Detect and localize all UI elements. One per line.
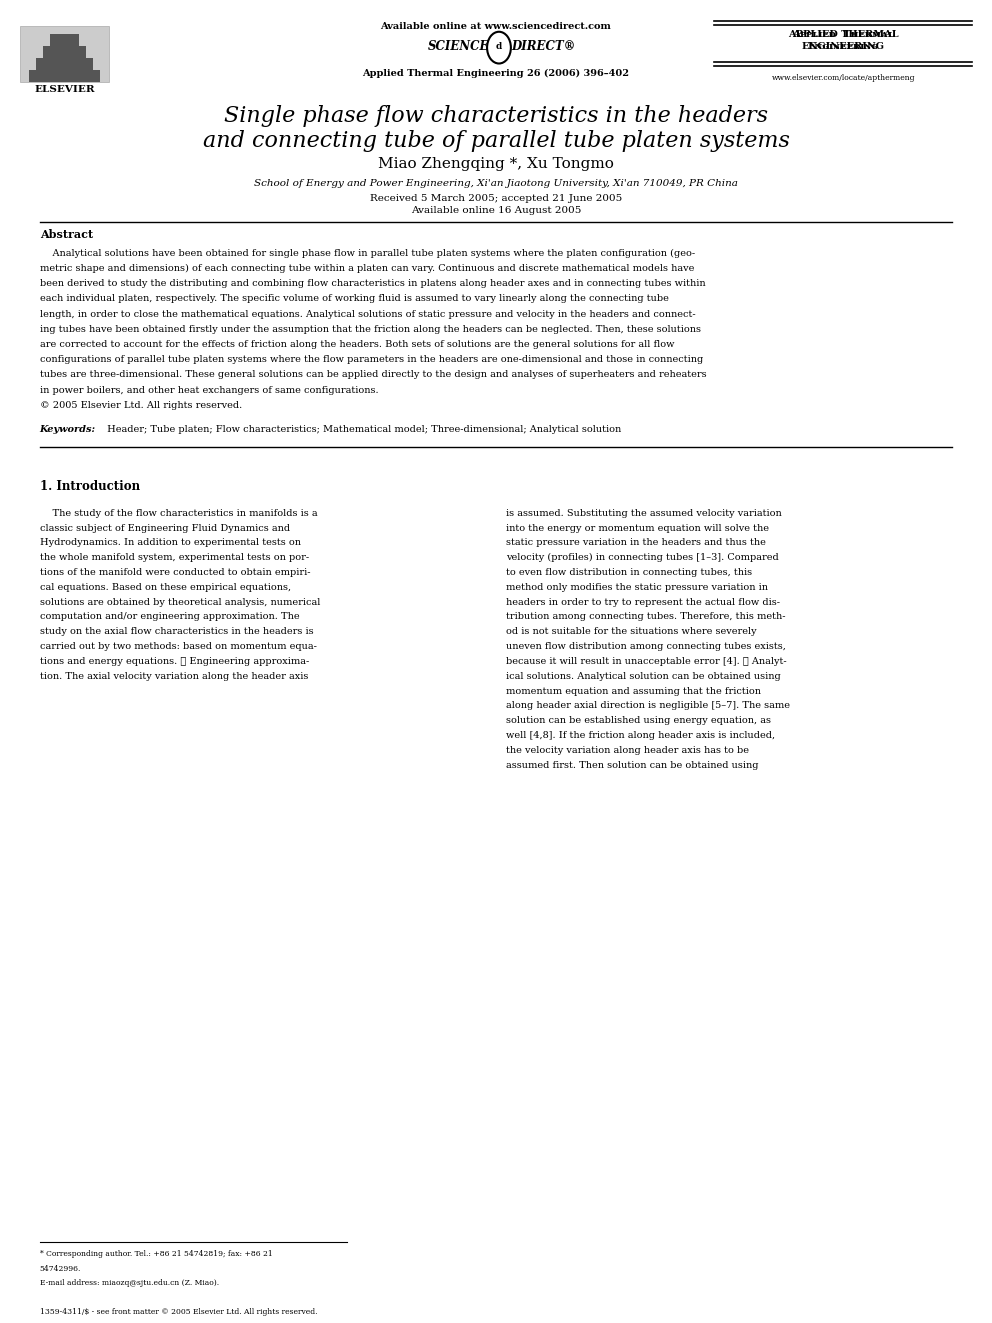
Text: cal equations. Based on these empirical equations,: cal equations. Based on these empirical … (40, 583, 291, 591)
Text: is assumed. Substituting the assumed velocity variation: is assumed. Substituting the assumed vel… (506, 509, 782, 517)
Text: static pressure variation in the headers and thus the: static pressure variation in the headers… (506, 538, 766, 548)
Text: tions of the manifold were conducted to obtain empiri-: tions of the manifold were conducted to … (40, 568, 310, 577)
FancyBboxPatch shape (50, 34, 79, 46)
Text: well [4,8]. If the friction along header axis is included,: well [4,8]. If the friction along header… (506, 730, 775, 740)
Text: Aᴘᴘʟɪᴇᴅ  Tʜᴇʀᴍᴀʟ: Aᴘᴘʟɪᴇᴅ Tʜᴇʀᴍᴀʟ (793, 30, 894, 40)
Text: tribution among connecting tubes. Therefore, this meth-: tribution among connecting tubes. Theref… (506, 613, 786, 622)
Text: SCIENCE: SCIENCE (428, 40, 489, 53)
Text: been derived to study the distributing and combining flow characteristics in pla: been derived to study the distributing a… (40, 279, 705, 288)
Text: Analytical solutions have been obtained for single phase flow in parallel tube p: Analytical solutions have been obtained … (40, 249, 694, 258)
Text: tubes are three-dimensional. These general solutions can be applied directly to : tubes are three-dimensional. These gener… (40, 370, 706, 380)
Text: configurations of parallel tube platen systems where the flow parameters in the : configurations of parallel tube platen s… (40, 355, 703, 364)
Text: and connecting tube of parallel tube platen systems: and connecting tube of parallel tube pla… (202, 130, 790, 152)
Text: each individual platen, respectively. The specific volume of working fluid is as: each individual platen, respectively. Th… (40, 294, 669, 303)
Text: solution can be established using energy equation, as: solution can be established using energy… (506, 716, 771, 725)
Text: the velocity variation along header axis has to be: the velocity variation along header axis… (506, 746, 749, 755)
Text: the whole manifold system, experimental tests on por-: the whole manifold system, experimental … (40, 553, 309, 562)
Text: ical solutions. Analytical solution can be obtained using: ical solutions. Analytical solution can … (506, 672, 781, 681)
Text: od is not suitable for the situations where severely: od is not suitable for the situations wh… (506, 627, 757, 636)
Text: ing tubes have been obtained firstly under the assumption that the friction alon: ing tubes have been obtained firstly und… (40, 324, 700, 333)
Text: * Corresponding author. Tel.: +86 21 54742819; fax: +86 21: * Corresponding author. Tel.: +86 21 547… (40, 1250, 273, 1258)
Text: Miao Zhengqing *, Xu Tongmo: Miao Zhengqing *, Xu Tongmo (378, 157, 614, 172)
Text: length, in order to close the mathematical equations. Analytical solutions of st: length, in order to close the mathematic… (40, 310, 695, 319)
Text: uneven flow distribution among connecting tubes exists,: uneven flow distribution among connectin… (506, 642, 786, 651)
Text: classic subject of Engineering Fluid Dynamics and: classic subject of Engineering Fluid Dyn… (40, 524, 290, 533)
Text: headers in order to try to represent the actual flow dis-: headers in order to try to represent the… (506, 598, 780, 607)
FancyBboxPatch shape (20, 26, 109, 82)
Text: solutions are obtained by theoretical analysis, numerical: solutions are obtained by theoretical an… (40, 598, 320, 607)
Text: Hydrodynamics. In addition to experimental tests on: Hydrodynamics. In addition to experiment… (40, 538, 301, 548)
Text: ELSEVIER: ELSEVIER (34, 85, 95, 94)
Text: E-mail address: miaozq@sjtu.edu.cn (Z. Miao).: E-mail address: miaozq@sjtu.edu.cn (Z. M… (40, 1279, 219, 1287)
Text: tions and energy equations. ① Engineering approxima-: tions and energy equations. ① Engineerin… (40, 658, 309, 665)
Text: study on the axial flow characteristics in the headers is: study on the axial flow characteristics … (40, 627, 313, 636)
Text: assumed first. Then solution can be obtained using: assumed first. Then solution can be obta… (506, 761, 759, 770)
Text: www.elsevier.com/locate/apthermeng: www.elsevier.com/locate/apthermeng (772, 74, 915, 82)
Text: are corrected to account for the effects of friction along the headers. Both set: are corrected to account for the effects… (40, 340, 675, 349)
Text: tion. The axial velocity variation along the header axis: tion. The axial velocity variation along… (40, 672, 309, 681)
Text: method only modifies the static pressure variation in: method only modifies the static pressure… (506, 583, 768, 591)
Text: metric shape and dimensions) of each connecting tube within a platen can vary. C: metric shape and dimensions) of each con… (40, 265, 694, 273)
Text: because it will result in unacceptable error [4]. ② Analyt-: because it will result in unacceptable e… (506, 658, 787, 665)
Text: Applied Thermal Engineering 26 (2006) 396–402: Applied Thermal Engineering 26 (2006) 39… (362, 69, 630, 78)
Text: Received 5 March 2005; accepted 21 June 2005: Received 5 March 2005; accepted 21 June … (370, 194, 622, 204)
Text: Eɴɢɪɴᴇᴇʀɪɴɢ: Eɴɢɪɴᴇᴇʀɪɴɢ (807, 42, 879, 52)
Text: ENGINEERING: ENGINEERING (802, 42, 885, 52)
Text: 1. Introduction: 1. Introduction (40, 480, 140, 492)
Text: to even flow distribution in connecting tubes, this: to even flow distribution in connecting … (506, 568, 752, 577)
Text: Single phase flow characteristics in the headers: Single phase flow characteristics in the… (224, 105, 768, 127)
Text: momentum equation and assuming that the friction: momentum equation and assuming that the … (506, 687, 761, 696)
Text: © 2005 Elsevier Ltd. All rights reserved.: © 2005 Elsevier Ltd. All rights reserved… (40, 401, 242, 410)
Text: computation and/or engineering approximation. The: computation and/or engineering approxima… (40, 613, 300, 622)
Text: Abstract: Abstract (40, 229, 93, 239)
FancyBboxPatch shape (29, 70, 100, 82)
Text: along header axial direction is negligible [5–7]. The same: along header axial direction is negligib… (506, 701, 790, 710)
Text: into the energy or momentum equation will solve the: into the energy or momentum equation wil… (506, 524, 769, 533)
Text: DIRECT®: DIRECT® (511, 40, 575, 53)
Text: 1359-4311/$ - see front matter © 2005 Elsevier Ltd. All rights reserved.: 1359-4311/$ - see front matter © 2005 El… (40, 1308, 317, 1316)
Text: Keywords:: Keywords: (40, 426, 96, 434)
Text: in power boilers, and other heat exchangers of same configurations.: in power boilers, and other heat exchang… (40, 386, 378, 394)
Text: 54742996.: 54742996. (40, 1265, 81, 1273)
Text: d: d (496, 42, 502, 50)
FancyBboxPatch shape (43, 46, 86, 58)
Text: APPLIED THERMAL: APPLIED THERMAL (788, 30, 899, 40)
Text: velocity (profiles) in connecting tubes [1–3]. Compared: velocity (profiles) in connecting tubes … (506, 553, 779, 562)
Text: Available online at www.sciencedirect.com: Available online at www.sciencedirect.co… (381, 22, 611, 32)
Text: carried out by two methods: based on momentum equa-: carried out by two methods: based on mom… (40, 642, 316, 651)
Text: The study of the flow characteristics in manifolds is a: The study of the flow characteristics in… (40, 509, 317, 517)
Text: School of Energy and Power Engineering, Xi'an Jiaotong University, Xi'an 710049,: School of Energy and Power Engineering, … (254, 179, 738, 188)
FancyBboxPatch shape (36, 58, 93, 70)
Text: Header; Tube platen; Flow characteristics; Mathematical model; Three-dimensional: Header; Tube platen; Flow characteristic… (104, 426, 621, 434)
Text: Available online 16 August 2005: Available online 16 August 2005 (411, 206, 581, 216)
